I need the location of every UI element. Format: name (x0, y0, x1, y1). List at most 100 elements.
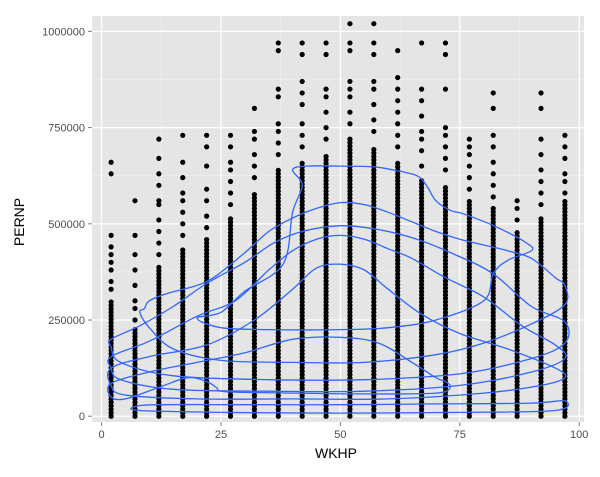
data-point (251, 136, 258, 142)
y-tick-label: 500000 (48, 219, 85, 231)
data-point (156, 251, 162, 258)
data-point (108, 232, 114, 238)
density-contour (107, 263, 567, 400)
data-point (442, 167, 449, 173)
data-point (538, 151, 544, 158)
data-point (132, 232, 138, 238)
x-tick-label: 100 (570, 429, 588, 441)
density-contour (130, 399, 569, 414)
data-point (418, 136, 425, 142)
data-point (108, 244, 114, 250)
data-point (275, 121, 281, 127)
data-point (132, 317, 138, 323)
data-point (347, 21, 353, 27)
grid-minor-lines (92, 16, 584, 422)
data-point (132, 251, 138, 258)
data-point (323, 94, 329, 100)
data-point (395, 109, 401, 115)
data-point (490, 194, 496, 200)
data-point (156, 240, 162, 246)
data-point (299, 101, 305, 108)
data-point (132, 267, 138, 273)
data-point (418, 128, 425, 135)
data-point (347, 121, 353, 127)
data-point (538, 167, 544, 173)
data-point (251, 151, 258, 158)
data-point (299, 78, 305, 85)
data-point (466, 163, 472, 169)
data-point (227, 216, 234, 222)
data-point (251, 163, 258, 169)
data-point (371, 40, 377, 46)
data-point (323, 109, 329, 115)
data-point (275, 86, 281, 92)
data-point (418, 163, 425, 169)
data-point (132, 298, 138, 304)
data-point (275, 94, 281, 100)
x-tick-label: 25 (215, 429, 227, 441)
data-point (132, 305, 138, 312)
data-point (466, 198, 472, 205)
data-point (395, 86, 401, 92)
data-point (418, 86, 425, 92)
data-point (395, 144, 401, 150)
data-point (466, 151, 472, 158)
data-point (395, 48, 401, 54)
y-tick-label: 1000000 (42, 26, 85, 38)
data-point (347, 109, 353, 115)
data-point (204, 213, 210, 219)
data-point (466, 136, 472, 142)
data-point (395, 132, 401, 138)
data-point (347, 48, 353, 54)
data-point (538, 201, 544, 208)
data-point (204, 132, 210, 138)
data-point (108, 299, 114, 305)
data-point (227, 178, 234, 185)
data-point (132, 282, 138, 288)
data-point (323, 86, 329, 92)
x-tick-label: 0 (98, 429, 104, 441)
density-contour (139, 201, 569, 364)
data-point (275, 140, 281, 146)
data-point (490, 171, 496, 177)
data-point (490, 182, 496, 188)
data-point (562, 171, 568, 177)
data-point (204, 186, 210, 192)
data-point (299, 121, 305, 127)
data-point (371, 78, 377, 85)
data-point (442, 185, 449, 191)
data-point (371, 101, 377, 108)
data-point (490, 144, 496, 150)
data-point (514, 217, 520, 223)
data-point (204, 144, 210, 150)
data-point (251, 105, 258, 111)
density-contour (107, 234, 567, 393)
data-point (299, 90, 305, 96)
data-point (442, 125, 449, 131)
data-point (442, 155, 449, 161)
data-point (156, 264, 162, 270)
data-point (323, 153, 329, 160)
data-point (418, 178, 425, 184)
data-point (371, 51, 377, 58)
data-point (108, 286, 114, 292)
data-point (347, 94, 353, 100)
data-point (538, 90, 544, 96)
data-point (227, 132, 234, 138)
data-point (538, 216, 544, 222)
data-point (227, 159, 234, 165)
data-point (442, 86, 449, 92)
y-axis-title: PERNP (11, 198, 27, 246)
density-contours (107, 165, 570, 414)
data-point (418, 98, 425, 104)
data-point (395, 121, 401, 127)
data-point (204, 236, 210, 243)
data-point (490, 205, 496, 212)
data-point (562, 144, 568, 150)
data-point (371, 117, 377, 123)
data-point (227, 167, 234, 173)
data-point (156, 198, 162, 204)
data-point (299, 144, 305, 150)
data-point (538, 190, 544, 196)
